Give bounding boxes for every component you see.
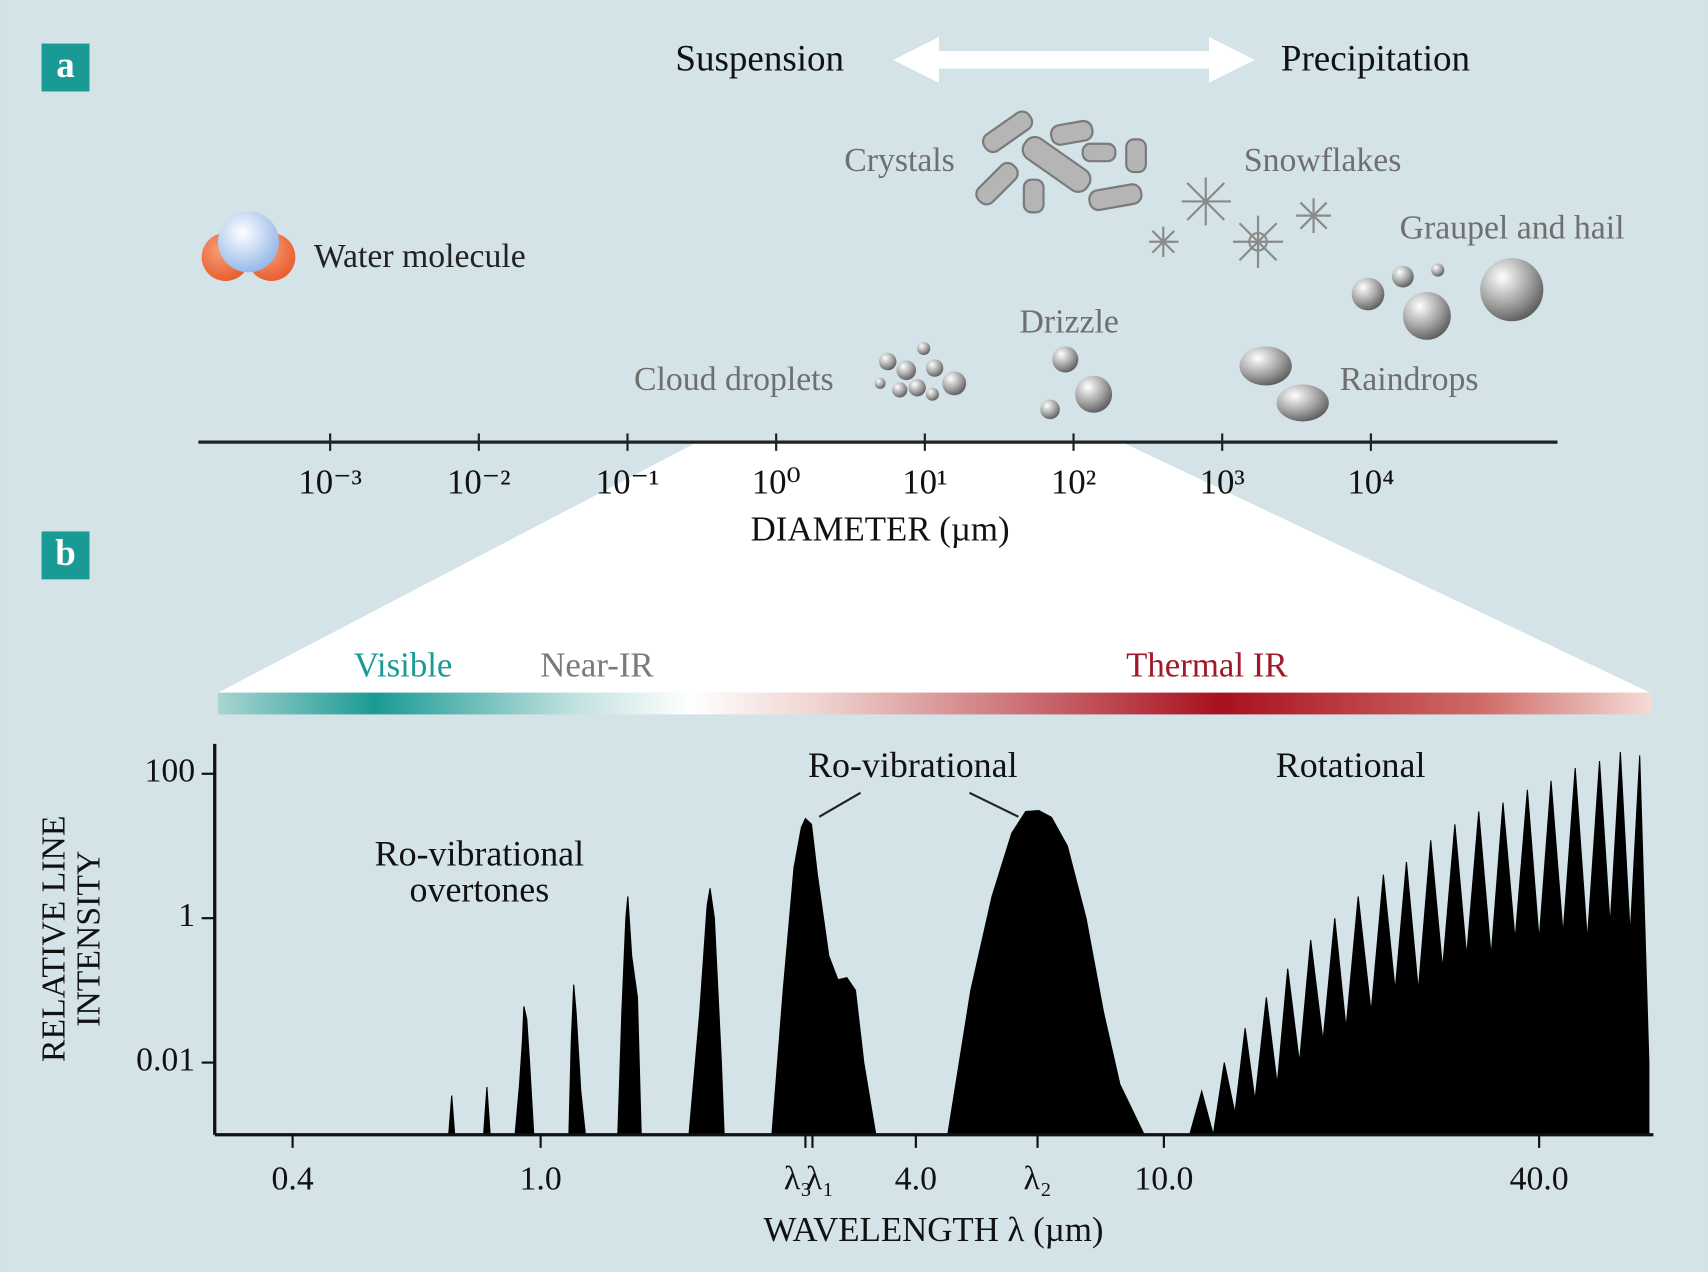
header-text: Precipitation <box>1281 39 1470 80</box>
double-arrow <box>893 37 1255 83</box>
spectrum-band <box>688 888 725 1136</box>
band-label: Visible <box>354 646 453 685</box>
annotation: Rotational <box>1276 745 1426 785</box>
spectrum-band <box>514 1006 535 1136</box>
x-tick-label: λ₂ <box>1023 1160 1051 1197</box>
x-tick-label: 10.0 <box>1134 1160 1193 1197</box>
x-tick-label: λ₁ <box>806 1160 834 1197</box>
y-tick-label: 100 <box>145 753 196 790</box>
spectrum-band <box>947 809 1146 1136</box>
particle-label: Cloud droplets <box>634 361 834 398</box>
band-label: Thermal IR <box>1126 646 1288 685</box>
annotation: Ro-vibrational <box>808 745 1018 785</box>
spectrum-bar <box>218 692 1652 715</box>
particle-label: Crystals <box>844 142 955 179</box>
x-tick-label: 10¹ <box>902 463 947 502</box>
spectrum-band <box>617 896 642 1136</box>
x-tick-label: 10³ <box>1200 463 1245 502</box>
x-tick-label: 10⁻³ <box>298 463 362 502</box>
zoom-wedge <box>218 442 1651 693</box>
y-tick-label: 0.01 <box>136 1041 195 1078</box>
header-text: Suspension <box>675 39 844 80</box>
x-tick-label: 1.0 <box>520 1160 562 1197</box>
x-tick-label: 10⁻¹ <box>596 463 660 502</box>
panel-tag <box>41 43 90 92</box>
panel-tag-text: a <box>56 45 75 86</box>
particle-label: Snowflakes <box>1244 142 1401 179</box>
x-tick-label: 0.4 <box>272 1160 314 1197</box>
x-tick-label: 10² <box>1051 463 1096 502</box>
band-label: Near-IR <box>540 646 654 685</box>
icons <box>201 110 1544 422</box>
particle-label: Raindrops <box>1340 361 1479 398</box>
particle-label: Graupel and hail <box>1400 210 1625 247</box>
annotation: overtones <box>410 869 550 909</box>
panel-tag <box>41 531 90 580</box>
x-tick-label: 10⁰ <box>752 463 801 502</box>
x-tick-label: λ₃ <box>784 1160 812 1197</box>
particle-label: Water molecule <box>314 238 526 275</box>
panel-tag-text: b <box>55 533 76 574</box>
x-tick-label: 10⁴ <box>1347 463 1394 502</box>
spectrum-band <box>771 817 877 1136</box>
spectrum-band <box>1188 752 1650 1136</box>
x-tick-label: 10⁻² <box>447 463 511 502</box>
y-axis-label: INTENSITY <box>70 851 107 1027</box>
particle-label: Drizzle <box>1020 303 1119 340</box>
x-tick-label: 4.0 <box>895 1160 937 1197</box>
y-axis-label: RELATIVE LINE <box>36 816 73 1063</box>
annotation: Ro-vibrational <box>375 833 585 873</box>
x-axis-label: WAVELENGTH λ (µm) <box>763 1210 1103 1249</box>
callout-line <box>818 791 1019 818</box>
x-axis-label: DIAMETER (µm) <box>751 510 1010 549</box>
x-tick-label: 40.0 <box>1510 1160 1569 1197</box>
y-tick-label: 1 <box>178 897 195 934</box>
